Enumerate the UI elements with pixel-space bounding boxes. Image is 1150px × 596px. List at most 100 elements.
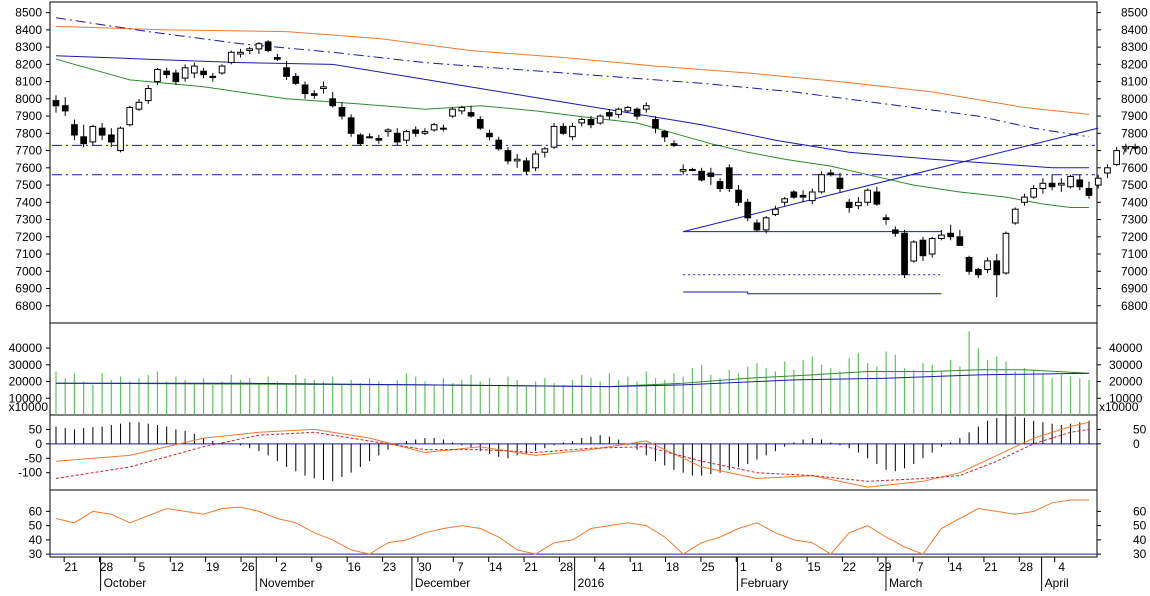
price-tick-label-left: 7500 [15, 178, 42, 192]
volume-tick-label-right: 40000 [1109, 341, 1143, 355]
price-tick-label-left: 6900 [15, 282, 42, 296]
candle-down [633, 108, 641, 117]
candle-up [181, 67, 189, 79]
price-tick-label-right: 7000 [1121, 264, 1148, 278]
oscillator-orange-line [55, 421, 1090, 488]
day-label: 4 [1058, 560, 1065, 574]
candle-down [1076, 179, 1084, 188]
candle-down [1048, 182, 1056, 188]
volume-tick-label-left: 30000 [9, 358, 43, 372]
candle-down [301, 84, 309, 95]
candle-up [532, 153, 539, 169]
low-level-line [683, 291, 942, 295]
candle-up [910, 241, 918, 262]
candle-up [430, 124, 438, 131]
candle-up [1039, 182, 1047, 190]
candle-down [799, 194, 807, 198]
price-tick-label-left: 7700 [15, 144, 42, 158]
candle-up [403, 131, 410, 141]
candle-up [762, 217, 770, 231]
day-label: 5 [139, 560, 146, 574]
candle-down [172, 72, 180, 83]
oscillator-tick-label-right: 50 [1133, 422, 1147, 436]
candle-down [467, 112, 475, 117]
candle-up [1058, 182, 1065, 186]
rsi-tick-label-left: 60 [29, 504, 43, 518]
candle-up [1131, 146, 1139, 149]
price-tick-label-right: 6900 [1121, 282, 1148, 296]
day-label: 9 [315, 560, 322, 574]
candle-down [698, 170, 705, 181]
candle-down [357, 134, 364, 145]
price-tick-label-left: 8400 [15, 23, 42, 37]
candle-up [384, 129, 392, 133]
candle-down [71, 124, 78, 136]
rsi-tick-label-right: 40 [1133, 533, 1147, 547]
candle-down [1085, 188, 1093, 196]
candle-down [790, 191, 798, 198]
month-label: April [1045, 576, 1069, 590]
price-tick-label-left: 8500 [15, 6, 42, 20]
candle-up [246, 48, 254, 51]
volume-ma-blue-line [56, 372, 1090, 388]
price-tick-label-right: 8500 [1121, 6, 1148, 20]
price-tick-label-left: 6800 [15, 299, 42, 313]
candle-down [495, 139, 503, 150]
candle-down [283, 67, 290, 77]
candle-down [707, 172, 715, 177]
candle-up [135, 101, 143, 110]
candle-up [1094, 177, 1102, 186]
trendline [683, 127, 1099, 233]
candle-up [218, 65, 226, 74]
rsi-tick-label-left: 50 [29, 519, 43, 533]
volume-tick-label-right: 30000 [1109, 358, 1143, 372]
day-label: 19 [206, 560, 220, 574]
day-label: 30 [418, 560, 432, 574]
candle-down [670, 143, 678, 146]
candle-down [744, 201, 752, 219]
candle-down [587, 119, 595, 126]
price-tick-label-right: 8400 [1121, 23, 1148, 37]
candle-down [347, 117, 355, 134]
day-label: 2 [280, 560, 287, 574]
chart-frame [49, 1, 1098, 558]
rsi-tick-label-right: 50 [1133, 519, 1147, 533]
candle-down [827, 172, 835, 176]
price-tick-label-left: 7600 [15, 161, 42, 175]
candle-up [772, 208, 779, 215]
volume-tick-label-left: 40000 [9, 341, 43, 355]
candle-up [855, 201, 862, 207]
volume-tick-label-left: 20000 [9, 375, 43, 389]
candle-down [845, 201, 853, 209]
volume-multiplier-label-left: x10000 [9, 400, 49, 414]
day-label: 23 [383, 560, 397, 574]
ma-long-orange-line [55, 25, 1090, 115]
price-tick-label-right: 7400 [1121, 195, 1148, 209]
candle-up [320, 86, 327, 90]
day-label: 29 [878, 560, 892, 574]
candle-up [864, 189, 871, 203]
candle-down [163, 70, 171, 76]
candle-down [200, 70, 207, 76]
candle-down [901, 232, 908, 276]
candle-up [366, 136, 373, 139]
candle-down [338, 107, 346, 117]
candle-down [98, 127, 106, 136]
candle-up [89, 125, 97, 143]
price-tick-label-right: 7300 [1121, 213, 1148, 227]
oscillator-tick-label-left: 0 [35, 437, 42, 451]
candle-down [375, 138, 383, 141]
day-label: 21 [524, 560, 538, 574]
day-label: 4 [598, 560, 605, 574]
candle-up [1122, 146, 1130, 150]
candle-up [1011, 208, 1019, 224]
candle-up [1067, 175, 1074, 188]
candle-up [689, 169, 696, 171]
candle-up [117, 127, 124, 152]
candle-up [550, 125, 558, 148]
price-tick-label-left: 8100 [15, 75, 42, 89]
candle-down [310, 93, 318, 96]
candle-up [191, 65, 198, 74]
